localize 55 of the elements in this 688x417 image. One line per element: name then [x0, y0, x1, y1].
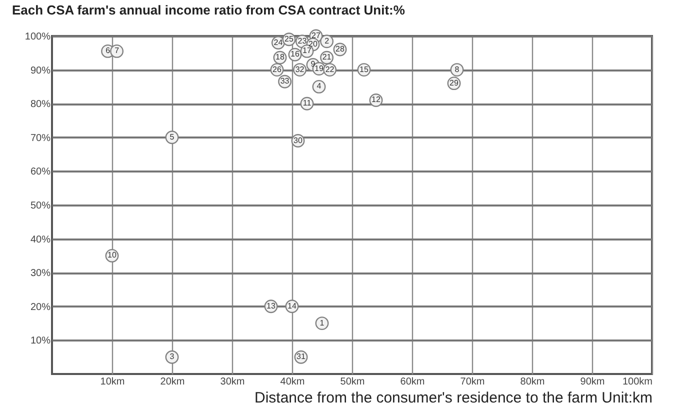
x-tick-label: 10km — [100, 376, 125, 388]
y-tick-label: 60% — [30, 166, 51, 178]
annotation: 4 — [316, 82, 322, 91]
y-tick-label: 40% — [30, 234, 51, 246]
annotation: 27 — [312, 31, 321, 40]
x-tick-label: 80km — [520, 376, 545, 388]
y-tick-label: 70% — [30, 132, 51, 144]
annotation: 24 — [274, 38, 284, 47]
y-tick-label: 10% — [30, 336, 51, 347]
x-axis-title: Distance from the consumer's residence to the farm Unit:km — [254, 390, 652, 406]
annotation: 33 — [280, 76, 290, 86]
annotation: 26 — [272, 64, 282, 74]
annotation: 5 — [170, 132, 175, 142]
annotation: 1 — [320, 318, 325, 328]
x-tick-label: 20km — [160, 376, 185, 388]
y-tick-label: 20% — [30, 302, 51, 313]
annotation: 18 — [276, 52, 285, 62]
annotation: 19 — [314, 64, 324, 73]
y-tick-label: 30% — [30, 268, 51, 280]
annotation: 17 — [302, 46, 312, 56]
annotation: 20 — [308, 39, 318, 48]
annotation: 31 — [296, 352, 306, 362]
x-tick-label: 100km — [622, 376, 652, 388]
annotation: 28 — [336, 44, 345, 54]
annotation: 14 — [288, 301, 297, 310]
x-tick-label: 40km — [280, 376, 305, 388]
x-tick-label: 60km — [400, 376, 425, 388]
annotation: 25 — [284, 34, 294, 44]
annotation: 29 — [450, 78, 459, 88]
annotation: 15 — [360, 64, 369, 74]
x-tick-label: 50km — [340, 376, 365, 388]
annotation: 30 — [294, 136, 303, 145]
y-tick-label: 80% — [30, 99, 51, 110]
x-tick-label: 70km — [460, 376, 485, 388]
y-tick-label: 50% — [30, 200, 51, 212]
annotation: 8 — [454, 64, 460, 74]
annotation: 32 — [295, 64, 305, 74]
y-tick-label: 100% — [24, 32, 51, 42]
chart-title: Each CSA farm's annual income ratio from CSA contract Unit:% — [12, 2, 406, 18]
annotation: 2 — [324, 36, 330, 46]
annotation: 11 — [302, 98, 312, 108]
annotation: 7 — [114, 46, 120, 56]
annotation: 12 — [372, 95, 381, 104]
annotation: 13 — [266, 301, 276, 310]
annotation: 21 — [322, 52, 332, 62]
annotation: 10 — [108, 250, 117, 260]
annotation: 3 — [170, 352, 175, 362]
annotation: 23 — [298, 36, 308, 46]
x-tick-label: 30km — [220, 376, 245, 388]
annotation: 6 — [106, 46, 111, 56]
x-tick-label: 90km — [580, 376, 605, 388]
annotation: 22 — [325, 64, 335, 74]
annotation: 9 — [310, 60, 316, 69]
y-tick-label: 90% — [30, 65, 51, 76]
annotation: 16 — [290, 50, 300, 59]
